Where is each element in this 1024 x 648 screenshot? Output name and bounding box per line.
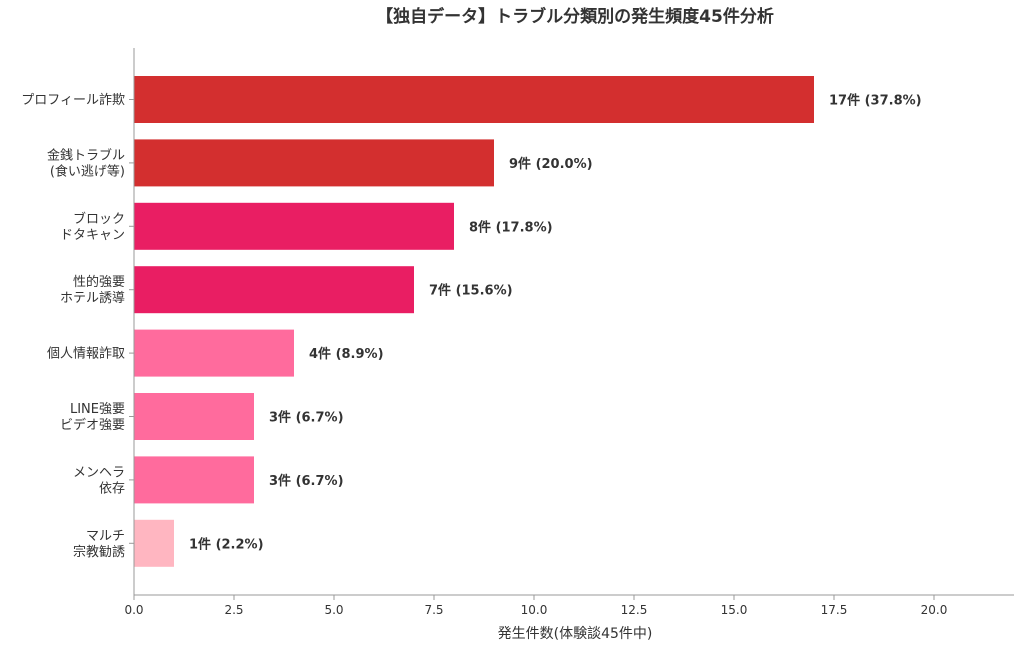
bars-layer: 17件 (37.8%) 9件 (20.0%) 8件 (17.8%) 7件 (15.6%… — [134, 76, 922, 567]
bar-1 — [134, 139, 494, 187]
data-label-7: 1件 (2.2%) — [189, 536, 264, 552]
bar-0 — [134, 76, 814, 123]
x-tick-label-5: 12.5 — [621, 603, 648, 617]
x-tick-label-8: 20.0 — [921, 603, 948, 617]
bar-7 — [134, 519, 174, 567]
category-label-5: LINE強要ビデオ強要 — [60, 402, 125, 433]
data-label-5: 3件 (6.7%) — [269, 410, 344, 426]
category-label-4: 個人情報詐取 — [47, 346, 125, 362]
data-label-0: 17件 (37.8%) — [829, 93, 922, 109]
data-label-6: 3件 (6.7%) — [269, 473, 344, 489]
category-label-6: メンヘラ依存 — [73, 465, 125, 496]
data-label-3: 7件 (15.6%) — [429, 283, 513, 299]
category-label-7: マルチ宗教勧誘 — [73, 529, 125, 560]
x-tick-label-2: 5.0 — [324, 603, 343, 617]
x-tick-label-0: 0.0 — [124, 603, 143, 617]
x-tick-label-1: 2.5 — [224, 603, 243, 617]
bar-4 — [134, 329, 294, 377]
data-label-1: 9件 (20.0%) — [509, 156, 593, 172]
bar-5 — [134, 393, 254, 440]
category-label-2: ブロックドタキャン — [60, 211, 125, 243]
chart-title: 【独自データ】トラブル分類別の発生頻度45件分析 — [376, 6, 774, 27]
x-tick-label-3: 7.5 — [424, 603, 443, 617]
category-label-1: 金銭トラブル(食い逃げ等) — [47, 147, 125, 179]
category-label-0: プロフィール詐欺 — [21, 92, 125, 108]
x-tick-label-7: 17.5 — [821, 603, 848, 617]
category-label-3: 性的強要ホテル誘導 — [60, 274, 125, 306]
x-axis-label: 発生件数(体験談45件中) — [498, 626, 653, 642]
bar-2 — [134, 202, 454, 250]
data-label-4: 4件 (8.9%) — [309, 346, 384, 362]
data-label-2: 8件 (17.8%) — [469, 219, 553, 235]
bar-3 — [134, 266, 414, 314]
x-tick-label-6: 15.0 — [721, 603, 748, 617]
x-tick-label-4: 10.0 — [521, 603, 548, 617]
bar-6 — [134, 456, 254, 504]
